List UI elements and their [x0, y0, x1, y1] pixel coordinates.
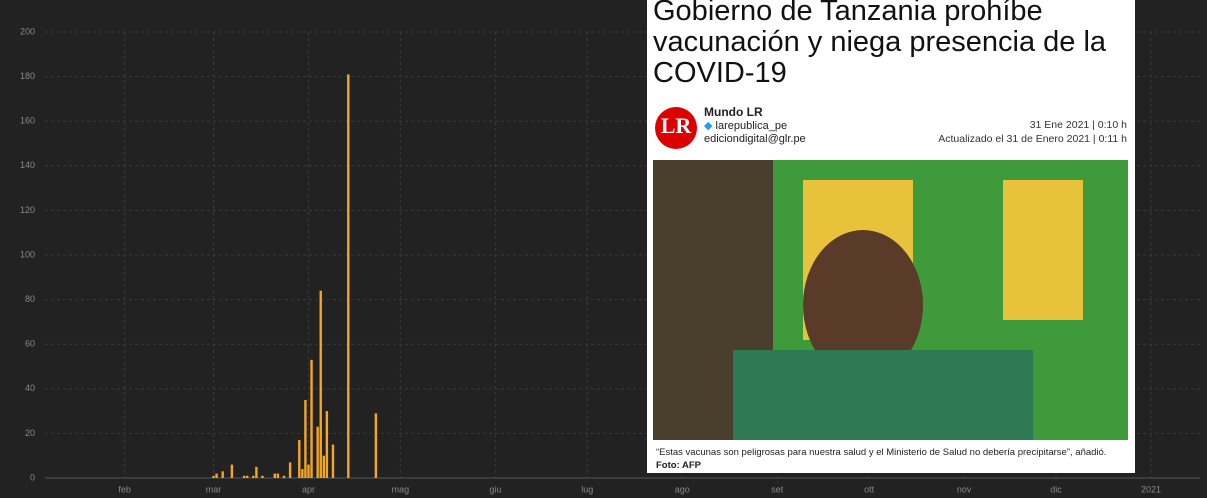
photo	[653, 160, 1128, 440]
bar	[230, 464, 234, 478]
date: 31 Ene 2021 | 0:10 h	[1029, 119, 1127, 131]
bar	[242, 475, 246, 478]
bar	[252, 475, 255, 478]
bar	[322, 455, 325, 478]
x-tick-label: ott	[864, 484, 875, 494]
y-tick-label: 120	[20, 205, 35, 215]
article-title: Gobierno de Tanzania prohíbe vacunación …	[653, 0, 1107, 89]
bar	[212, 475, 215, 478]
twitter: larepublica_pe	[715, 120, 788, 132]
x-tick-label: nov	[957, 484, 972, 494]
bar	[319, 290, 322, 478]
bar	[261, 475, 264, 478]
bar	[331, 444, 335, 478]
bar	[301, 469, 304, 478]
bar	[255, 466, 258, 478]
article-card: Gobierno de Tanzania prohíbe vacunación …	[647, 0, 1135, 473]
y-tick-label: 180	[20, 71, 35, 81]
bar	[221, 471, 224, 478]
bar	[304, 399, 307, 478]
bar	[215, 473, 218, 478]
y-tick-label: 80	[25, 294, 35, 304]
x-tick-label: lug	[581, 484, 593, 494]
bar	[273, 473, 276, 478]
caption-text: “Estas vacunas son peligrosas para nuest…	[656, 447, 1107, 458]
x-tick-label: feb	[118, 484, 131, 494]
x-tick-label: giu	[489, 484, 501, 494]
x-tick-label: dic	[1050, 484, 1062, 494]
y-tick-label: 160	[20, 116, 35, 126]
x-tick-label: mag	[392, 484, 410, 494]
updated: Actualizado el 31 de Enero 2021 | 0:11 h	[938, 133, 1127, 145]
x-tick-label: set	[771, 484, 784, 494]
y-tick-label: 40	[25, 383, 35, 393]
source: Mundo LR ◆ larepublica_pe ediciondigital…	[704, 106, 806, 146]
y-tick-label: 200	[20, 26, 35, 36]
y-tick-label: 140	[20, 160, 35, 170]
photo-credit: Foto: AFP	[656, 460, 702, 471]
logo: LR	[655, 107, 697, 149]
author: Mundo LR	[704, 105, 763, 119]
bar	[246, 475, 249, 478]
bar	[374, 413, 378, 478]
bar	[276, 473, 280, 478]
y-tick-label: 60	[25, 339, 35, 349]
caption: “Estas vacunas son peligrosas para nuest…	[656, 446, 1106, 472]
twitter-icon: ◆	[704, 120, 713, 132]
x-tick-label: mar	[206, 484, 222, 494]
bar	[325, 411, 329, 478]
bar	[347, 74, 350, 479]
y-tick-label: 20	[25, 428, 35, 438]
x-tick-label: apr	[302, 484, 315, 494]
bar	[307, 464, 310, 478]
bar	[288, 462, 292, 478]
dates: 31 Ene 2021 | 0:10 h Actualizado el 31 d…	[938, 118, 1127, 146]
bar	[310, 359, 313, 478]
bar	[282, 475, 286, 478]
bar	[316, 426, 319, 478]
y-tick-label: 100	[20, 249, 35, 259]
y-tick-label: 0	[30, 472, 35, 482]
bar	[298, 440, 301, 478]
email: ediciondigital@glr.pe	[704, 133, 806, 145]
x-tick-label: 2021	[1141, 484, 1161, 494]
x-tick-label: ago	[675, 484, 690, 494]
